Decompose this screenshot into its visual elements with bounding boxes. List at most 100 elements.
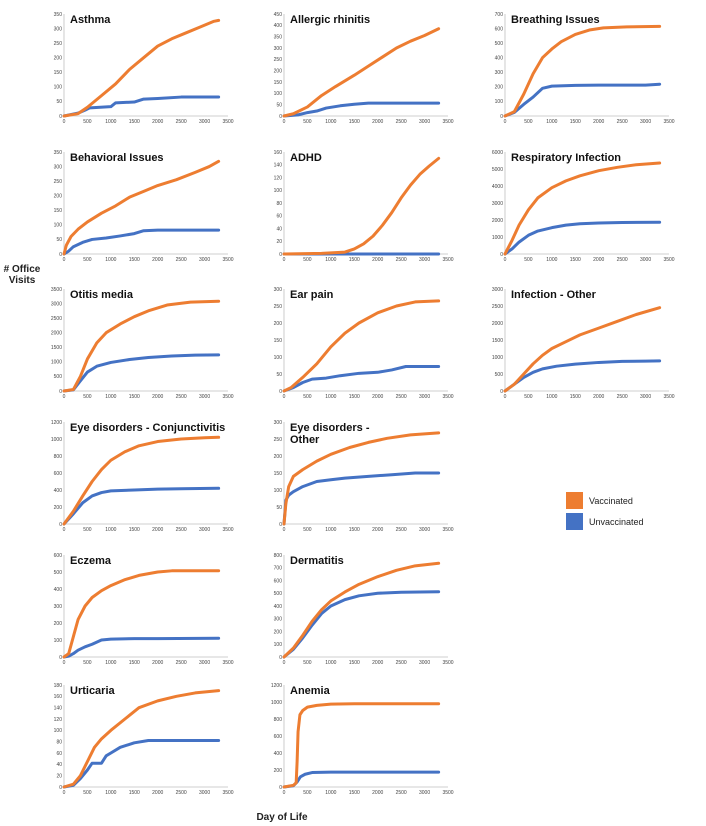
x-tick-label: 2000: [372, 257, 383, 263]
x-tick-label: 3000: [419, 394, 430, 400]
x-tick-label: 2500: [176, 257, 187, 263]
series-line-vaccinated: [282, 27, 441, 118]
y-tick-label: 500: [495, 41, 504, 47]
x-tick-label: 2500: [176, 394, 187, 400]
x-tick-label: 3500: [442, 394, 453, 400]
y-tick-label: 100: [274, 642, 283, 648]
x-tick-label: 2000: [152, 790, 163, 796]
y-tick-label: 800: [274, 717, 283, 723]
y-tick-label: 800: [274, 553, 283, 559]
x-tick-label: 0: [283, 660, 286, 666]
y-tick-label: 3000: [492, 201, 503, 207]
x-tick-label: 1500: [349, 257, 360, 263]
y-tick-label: 6000: [492, 150, 503, 156]
x-axis-label: Day of Life: [256, 812, 308, 823]
series-line-unvaccinated: [282, 101, 441, 118]
x-tick-label: 2500: [176, 790, 187, 796]
chart-panel-urticaria: 0 20 40 60 80 100 120 140 160 180 0 500 1000 1500 2000…: [54, 683, 234, 796]
y-tick-label: 200: [54, 194, 63, 200]
y-tick-label: 160: [54, 694, 63, 700]
y-tick-label: 3500: [51, 287, 62, 293]
y-tick-label: 0: [59, 522, 62, 528]
x-tick-label: 1500: [570, 394, 581, 400]
series-line-vaccinated: [282, 431, 441, 526]
y-tick-label: 100: [54, 85, 63, 91]
y-tick-label: 80: [276, 201, 282, 207]
x-tick-label: 1500: [570, 119, 581, 125]
x-tick-label: 2000: [372, 527, 383, 533]
x-tick-label: 1000: [325, 527, 336, 533]
y-tick-label: 0: [500, 389, 503, 395]
x-tick-label: 500: [303, 257, 312, 263]
x-tick-label: 1000: [325, 790, 336, 796]
x-tick-label: 1000: [105, 257, 116, 263]
legend-swatch-vaccinated: [566, 492, 583, 509]
y-tick-label: 1200: [271, 683, 282, 689]
y-tick-label: 0: [59, 785, 62, 791]
y-tick-label: 150: [54, 208, 63, 214]
series-line-vaccinated: [503, 306, 662, 393]
x-tick-label: 1500: [129, 790, 140, 796]
y-tick-label: 0: [279, 252, 282, 258]
x-tick-label: 2000: [372, 394, 383, 400]
series-line-vaccinated: [282, 299, 441, 393]
x-tick-label: 1000: [325, 394, 336, 400]
legend-label-vaccinated: Vaccinated: [589, 495, 633, 506]
x-tick-label: 0: [63, 394, 66, 400]
series-line-unvaccinated: [282, 770, 441, 789]
chart-title: Respiratory Infection: [511, 152, 621, 164]
series-line-unvaccinated: [282, 590, 441, 659]
x-tick-label: 0: [283, 119, 286, 125]
y-tick-label: 0: [59, 655, 62, 661]
x-tick-label: 3500: [442, 527, 453, 533]
chart-title: Allergic rhinitis: [290, 14, 370, 26]
series-line-unvaccinated: [62, 739, 221, 789]
y-tick-label: 300: [274, 287, 283, 293]
x-tick-label: 1500: [349, 660, 360, 666]
y-tick-label: 250: [54, 179, 63, 185]
y-tick-label: 600: [54, 471, 63, 477]
y-tick-label: 160: [274, 150, 283, 156]
x-tick-label: 3000: [419, 660, 430, 666]
x-tick-label: 3000: [419, 257, 430, 263]
chart-title: Eczema: [70, 555, 112, 567]
x-tick-label: 1000: [546, 119, 557, 125]
y-tick-label: 100: [54, 223, 63, 229]
chart-title: Anemia: [290, 685, 331, 697]
x-tick-label: 500: [524, 119, 533, 125]
y-tick-label: 100: [274, 188, 283, 194]
y-tick-label: 350: [274, 34, 283, 40]
y-tick-label: 0: [279, 655, 282, 661]
chart-title: Otitis media: [70, 289, 134, 301]
chart-panel-eye-disorders-conjunctivitis: 0 200 400 600 800 1000 1200 0 500 1000 1500 2000 250…: [51, 420, 234, 533]
y-tick-label: 0: [59, 114, 62, 120]
x-tick-label: 500: [303, 527, 312, 533]
x-tick-label: 1000: [105, 527, 116, 533]
x-tick-label: 3000: [199, 527, 210, 533]
x-tick-label: 1500: [129, 257, 140, 263]
y-tick-label: 300: [274, 46, 283, 52]
y-tick-label: 250: [274, 57, 283, 63]
y-tick-label: 200: [495, 85, 504, 91]
x-tick-label: 2500: [396, 119, 407, 125]
x-tick-label: 500: [303, 790, 312, 796]
series-line-vaccinated: [62, 299, 221, 393]
x-tick-label: 1000: [546, 394, 557, 400]
x-tick-label: 3500: [222, 394, 233, 400]
y-tick-label: 50: [56, 237, 62, 243]
x-tick-label: 0: [63, 527, 66, 533]
series-line-vaccinated: [62, 159, 221, 256]
x-tick-label: 1000: [105, 660, 116, 666]
y-tick-label: 600: [274, 578, 283, 584]
x-tick-label: 2500: [176, 119, 187, 125]
x-tick-label: 3000: [199, 790, 210, 796]
y-tick-label: 20: [276, 239, 282, 245]
series-line-vaccinated: [282, 702, 441, 789]
series-line-unvaccinated: [503, 220, 662, 256]
x-tick-label: 3000: [199, 660, 210, 666]
x-tick-label: 500: [303, 119, 312, 125]
chart-title: Other: [290, 434, 320, 446]
y-tick-label: 800: [54, 454, 63, 460]
y-tick-label: 250: [274, 304, 283, 310]
